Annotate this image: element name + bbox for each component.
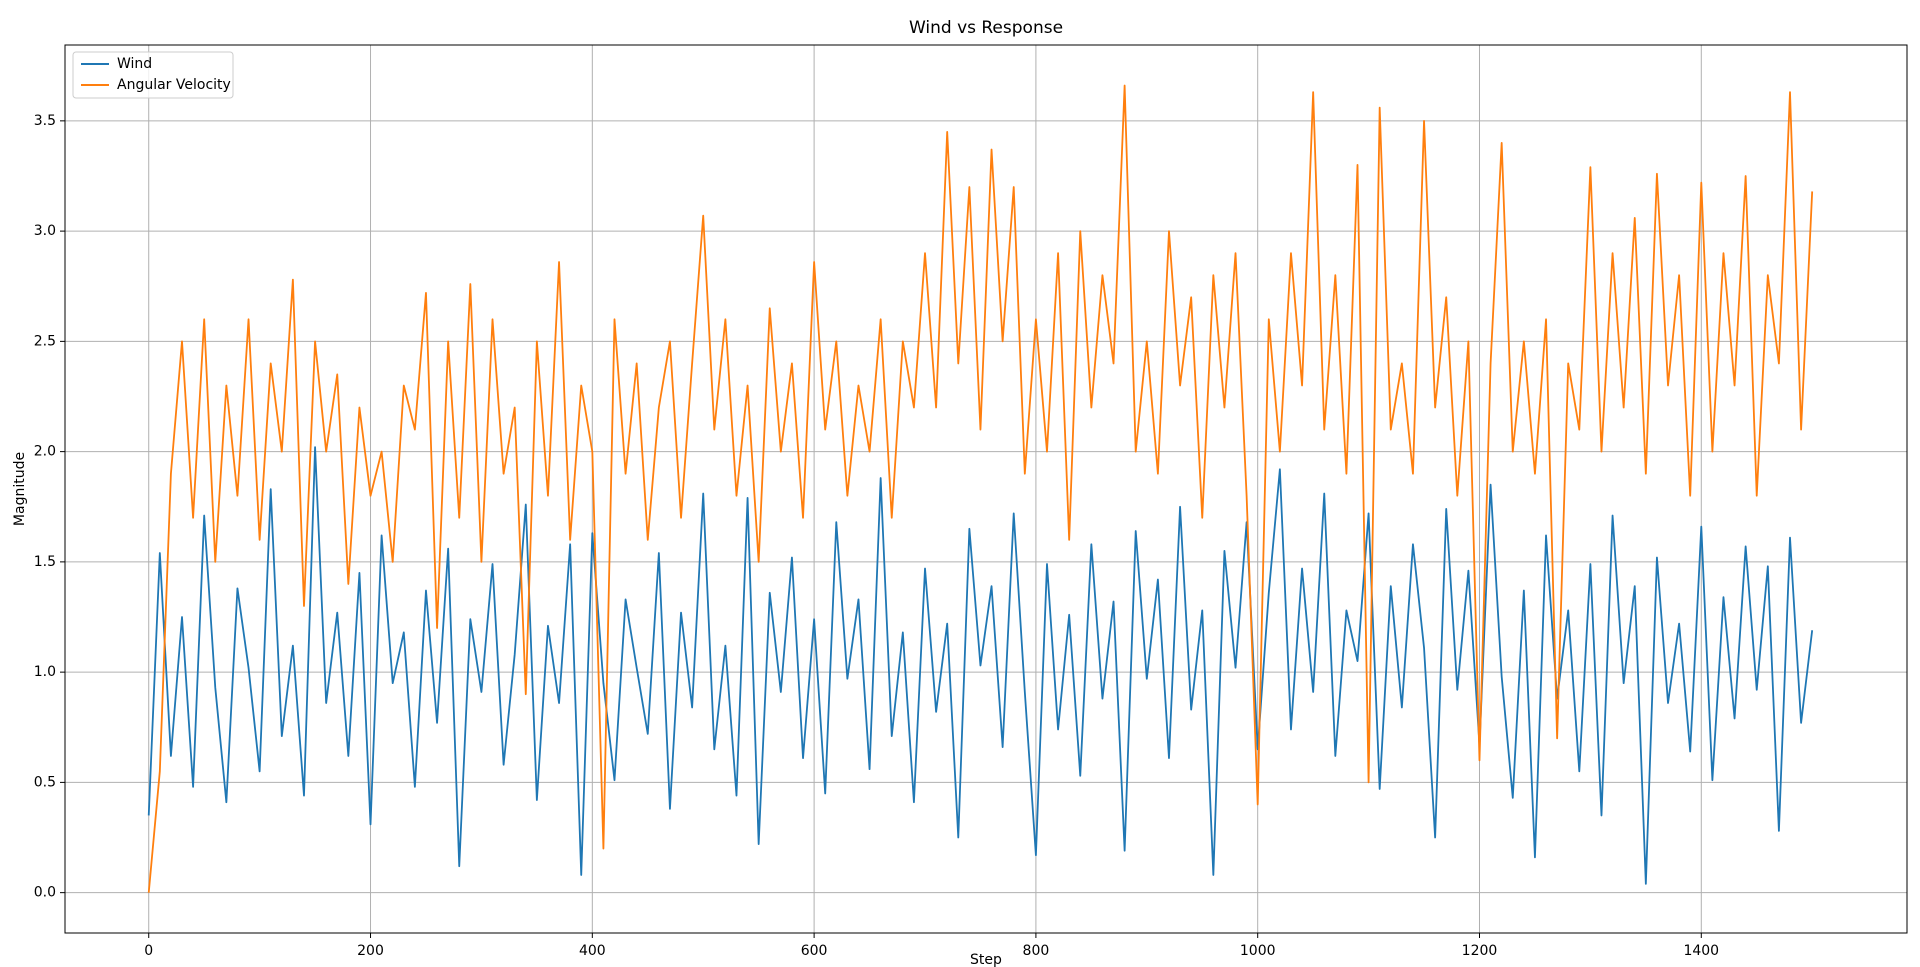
legend-box — [72, 51, 234, 99]
x-tick-label: 200 — [357, 943, 384, 959]
chart-title: Wind vs Response — [909, 18, 1063, 38]
plot-frame — [64, 44, 1908, 934]
data-line — [147, 446, 1814, 885]
x-tick-label: 1400 — [1683, 943, 1719, 959]
x-tick-label: 600 — [801, 943, 828, 959]
y-axis-label: Magnitude — [12, 452, 28, 526]
legend-label: Wind — [117, 56, 152, 72]
y-tick-label: 3.5 — [34, 113, 56, 129]
y-tick-label: 1.5 — [34, 554, 56, 570]
y-tick-label: 2.0 — [34, 444, 56, 460]
legend-label: Angular Velocity — [117, 77, 231, 93]
x-tick-label: 400 — [579, 943, 606, 959]
y-tick-label: 2.5 — [34, 333, 56, 349]
y-tick-label: 0.0 — [34, 885, 56, 901]
x-tick-label: 1000 — [1240, 943, 1276, 959]
x-tick-label: 800 — [1023, 943, 1050, 959]
y-tick-label: 0.5 — [34, 774, 56, 790]
x-axis-label: Step — [970, 952, 1002, 967]
y-tick-label: 3.0 — [34, 223, 56, 239]
x-tick-label: 0 — [144, 943, 153, 959]
x-tick-label: 1200 — [1462, 943, 1498, 959]
y-tick-label: 1.0 — [34, 664, 56, 680]
data-line — [147, 84, 1814, 893]
